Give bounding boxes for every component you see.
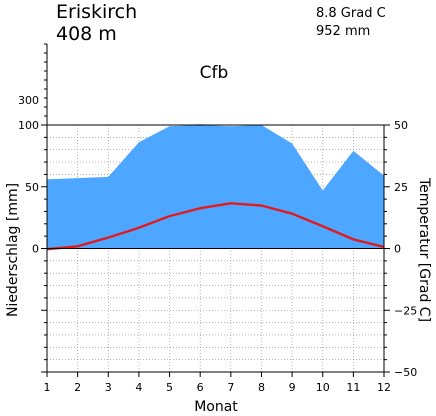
x-tick-label: 3 [105,381,112,394]
x-tick-label: 8 [258,381,265,394]
x-tick-label: 4 [135,381,142,394]
left-tick-label: 50 [25,181,39,194]
x-tick-label: 1 [44,381,51,394]
station-title: Eriskirch [56,1,137,23]
left-axis-label: Niederschlag [mm] [5,183,21,317]
temperature-line [46,202,385,251]
x-tick-label: 5 [166,381,173,394]
annual-precipitation-label: 952 mm [316,24,370,39]
right-axis-label: Temperatur [Grad C] [416,177,432,322]
right-tick-label: 25 [394,181,408,194]
x-tick-label: 2 [74,381,81,394]
left-tick-label: 300 [18,94,39,107]
elevation-label: 408 m [56,23,117,45]
upper-precipitation-axis [44,43,48,125]
right-tick-label: 50 [394,119,408,132]
mean-temperature-label: 8.8 Grad C [316,6,386,21]
left-tick-label: 100 [18,119,39,132]
x-tick-label: 12 [377,381,391,394]
x-tick-label: 6 [197,381,204,394]
climate-class-label: Cfb [200,63,229,83]
x-axis-label: Monat [194,399,238,415]
x-tick-label: 9 [289,381,296,394]
axes [41,124,390,377]
right-tick-label: −25 [394,304,417,317]
right-tick-label: 0 [394,243,401,256]
x-tick-label: 10 [316,381,330,394]
x-tick-label: 11 [346,381,360,394]
x-tick-label: 7 [227,381,234,394]
left-tick-label: 0 [32,243,39,256]
right-tick-label: −50 [394,366,417,379]
